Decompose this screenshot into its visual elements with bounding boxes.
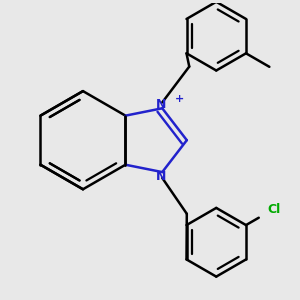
Text: +: + <box>175 94 184 104</box>
Text: Cl: Cl <box>267 202 280 216</box>
Text: N: N <box>156 98 166 111</box>
Text: N: N <box>156 169 166 182</box>
